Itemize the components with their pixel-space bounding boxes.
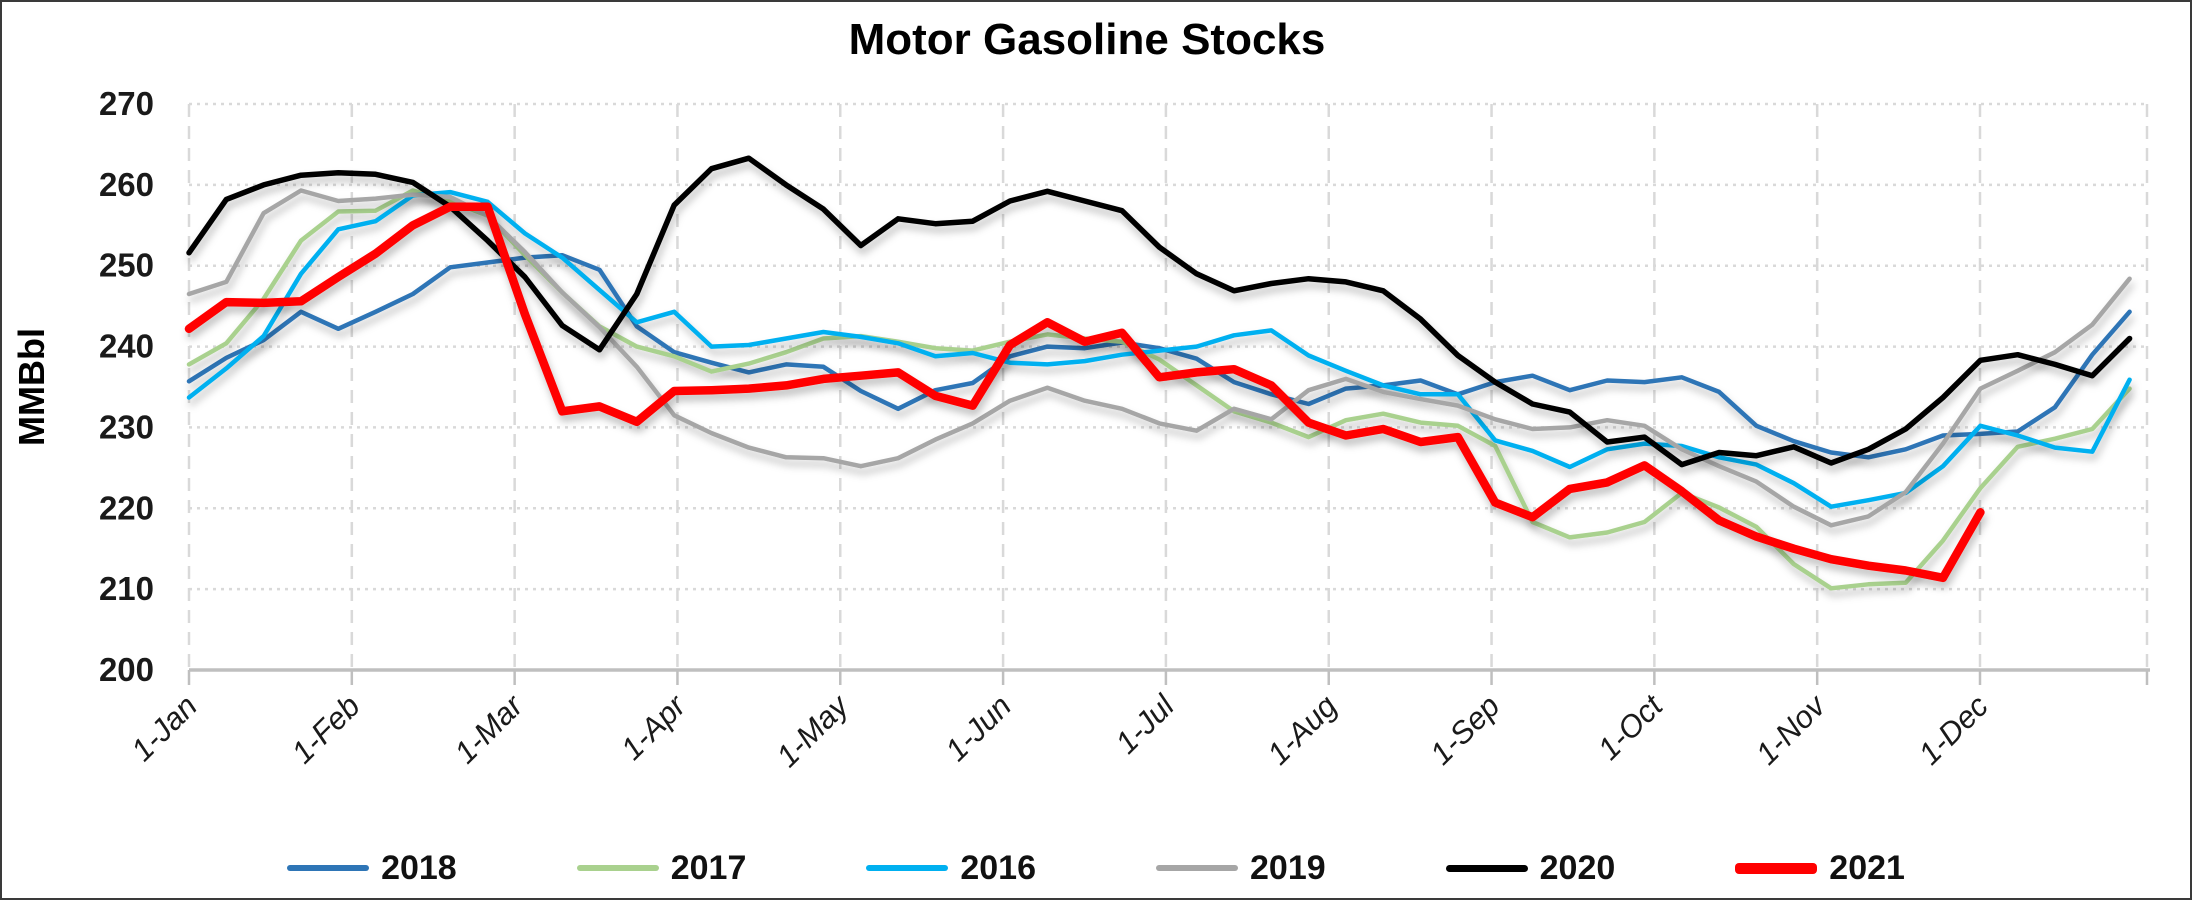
chart-title: Motor Gasoline Stocks [849, 15, 1326, 64]
legend-item-2017: 2017 [576, 848, 747, 888]
x-tick-label-1-Sep: 1-Sep [1423, 688, 1506, 771]
x-tick-label-1-Feb: 1-Feb [285, 688, 367, 770]
series-line-2021 [184, 202, 1985, 583]
y-tick-label-230: 230 [99, 408, 154, 445]
legend-swatch-2021 [1735, 862, 1818, 874]
legend-swatch-2020 [1445, 864, 1528, 872]
y-axis-tick-labels: 200 210 220 230 240 250 260 270 [99, 85, 154, 688]
x-tick-label-1-Oct: 1-Oct [1591, 687, 1670, 766]
y-tick-label-250: 250 [99, 247, 154, 284]
x-tick-label-1-Mar: 1-Mar [448, 687, 531, 770]
series-line-2018 [186, 252, 2132, 460]
legend: 2018 2017 2016 2019 2020 2021 [2, 838, 2190, 898]
legend-item-2020: 2020 [1445, 848, 1616, 888]
legend-item-2019: 2019 [1156, 849, 1326, 888]
y-tick-label-200: 200 [99, 651, 154, 688]
series-line-2016 [186, 189, 2132, 509]
legend-label: 2021 [1829, 848, 1905, 887]
x-tick-label-1-Jul: 1-Jul [1109, 687, 1182, 760]
y-axis-title: MMBbl [11, 328, 52, 446]
x-tick-label-1-Nov: 1-Nov [1749, 687, 1833, 771]
legend-label: 2019 [1250, 848, 1326, 887]
y-tick-label-260: 260 [99, 166, 154, 203]
y-tick-label-210: 210 [99, 570, 154, 607]
y-tick-label-270: 270 [99, 85, 154, 122]
legend-swatch-2018 [287, 865, 370, 871]
axes [187, 668, 2150, 685]
y-tick-label-220: 220 [99, 489, 154, 526]
x-tick-label-1-Aug: 1-Aug [1260, 688, 1343, 771]
x-tick-label-1-Dec: 1-Dec [1912, 688, 1996, 772]
legend-label: 2018 [381, 848, 457, 887]
series-line-2019 [186, 188, 2132, 528]
legend-label: 2017 [670, 848, 747, 887]
legend-label: 2016 [960, 848, 1036, 887]
legend-swatch-2016 [866, 865, 949, 871]
series-line-2020 [186, 155, 2133, 468]
x-tick-label-1-May: 1-May [770, 686, 857, 773]
legend-item-2018: 2018 [287, 849, 457, 888]
legend-swatch-2019 [1156, 865, 1238, 871]
legend-item-2021: 2021 [1735, 849, 1905, 888]
x-tick-label-1-Jun: 1-Jun [938, 688, 1018, 768]
series-lines [184, 155, 2133, 591]
x-axis-tick-labels: 1-Jan 1-Feb 1-Mar 1-Apr 1-May 1-Jun 1-Jul 1-Aug… [124, 686, 1995, 773]
y-tick-label-240: 240 [99, 328, 154, 365]
legend-item-2016: 2016 [866, 849, 1036, 888]
legend-swatch-2017 [576, 865, 659, 871]
legend-label: 2020 [1539, 848, 1616, 887]
x-tick-label-1-Apr: 1-Apr [614, 687, 694, 767]
x-tick-label-1-Jan: 1-Jan [124, 688, 204, 768]
